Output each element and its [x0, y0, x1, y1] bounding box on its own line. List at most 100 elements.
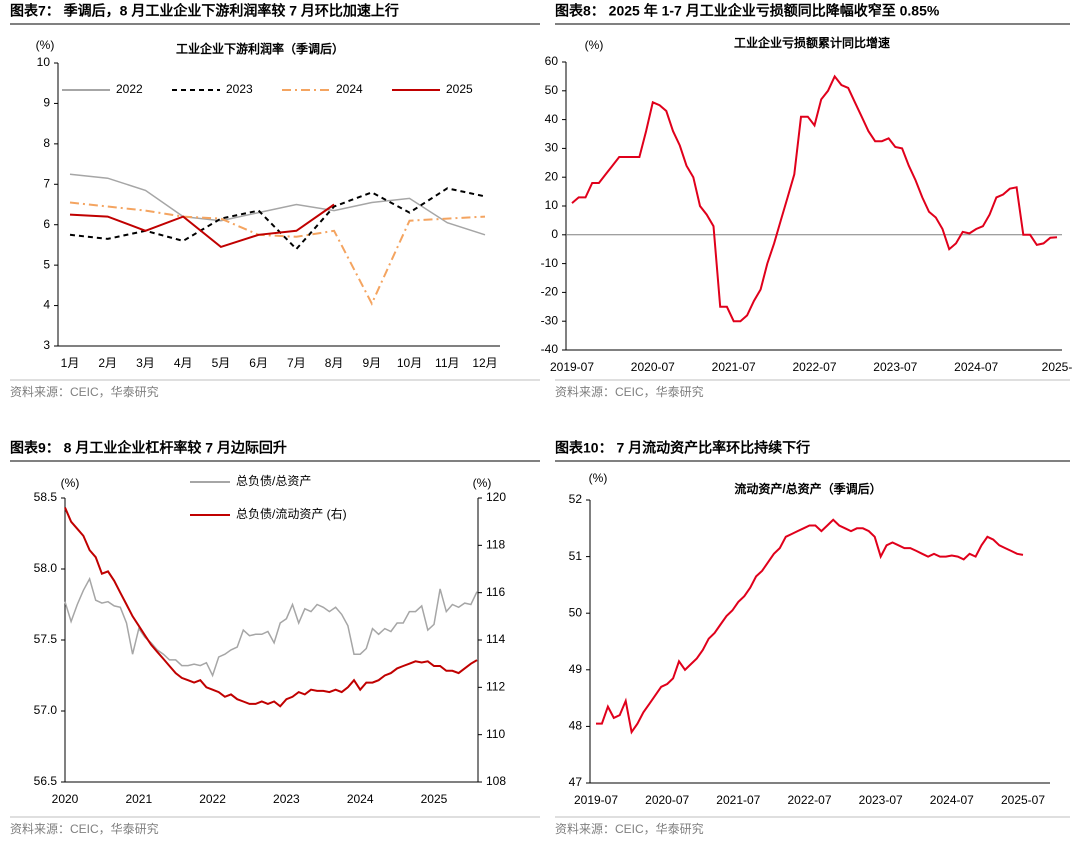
- y-tick-label: 5: [43, 257, 50, 271]
- y-tick-label: 112: [486, 680, 505, 694]
- x-tick-label: 2020-07: [645, 793, 689, 807]
- series-line: [69, 203, 335, 249]
- y-tick-label: 3: [43, 338, 50, 352]
- legend-label: 2022: [116, 82, 143, 96]
- y-tick-label: 58.0: [34, 561, 58, 575]
- x-tick-label: 2021: [125, 792, 152, 806]
- x-tick-label: 2020-07: [631, 360, 675, 374]
- y-tick-label: 20: [545, 169, 559, 183]
- y-tick-label: -40: [541, 342, 559, 356]
- x-tick-label: 2021-07: [716, 793, 760, 807]
- y-tick-label: 51: [569, 549, 583, 563]
- y-tick-label: 56.5: [34, 774, 58, 788]
- x-tick-label: 1月: [61, 356, 80, 370]
- source: 资料来源：CEIC，华泰研究: [10, 821, 159, 836]
- y-tick-label: 120: [486, 490, 506, 504]
- legend-label: 总负债/总资产: [236, 474, 311, 488]
- x-tick-label: 3月: [136, 356, 155, 370]
- y-tick-label: 8: [43, 136, 50, 150]
- figure-title: 图表7： 季调后，8 月工业企业下游利润率较 7 月环比加速上行: [10, 3, 399, 19]
- series-line: [69, 173, 486, 236]
- y-tick-label: -10: [541, 256, 559, 270]
- y-tick-label: 110: [486, 727, 505, 741]
- y-tick-label: 116: [486, 585, 505, 599]
- x-tick-label: 2024-07: [930, 793, 974, 807]
- y-tick-label: 30: [545, 141, 559, 155]
- legend-label: 2024: [336, 82, 363, 96]
- x-tick-label: 2024: [347, 792, 374, 806]
- figure-title: 图表9： 8 月工业企业杠杆率较 7 月边际回升: [10, 440, 287, 456]
- y-tick-label: 49: [569, 662, 583, 676]
- y-tick-label: 48: [569, 719, 583, 733]
- x-tick-label: 2020: [52, 792, 79, 806]
- y-tick-label: 9: [43, 96, 50, 110]
- x-tick-label: 6月: [249, 356, 268, 370]
- series-line: [69, 187, 486, 251]
- y-tick-label: 10: [37, 55, 51, 69]
- y-tick-label: 108: [486, 774, 506, 788]
- x-tick-label: 2021-07: [712, 360, 756, 374]
- x-tick-label: 4月: [174, 356, 193, 370]
- x-tick-label: 2023: [273, 792, 300, 806]
- series-line: [64, 507, 478, 708]
- x-tick-label: 2023-07: [859, 793, 903, 807]
- y-tick-label: 10: [545, 198, 559, 212]
- y-tick-label: 60: [545, 54, 559, 68]
- y-tick-label: 4: [43, 298, 50, 312]
- series-line: [69, 201, 486, 306]
- x-tick-label: 2019-07: [574, 793, 618, 807]
- y-tick-label: 47: [569, 775, 583, 789]
- x-tick-label: 2019-07: [550, 360, 594, 374]
- y-tick-label: 0: [551, 227, 558, 241]
- x-tick-label: 12月: [472, 356, 497, 370]
- x-tick-label: 10月: [397, 356, 422, 370]
- y-unit: (%): [61, 476, 80, 490]
- y-unit: (%): [585, 38, 604, 52]
- series-line: [571, 74, 1058, 323]
- series-line: [64, 576, 478, 678]
- figure-title: 图表8： 2025 年 1-7 月工业企业亏损额同比降幅收窄至 0.85%: [555, 3, 940, 19]
- chart-title: 工业企业下游利润率（季调后）: [176, 41, 344, 56]
- legend-label: 2025: [446, 82, 473, 96]
- source: 资料来源：CEIC，华泰研究: [555, 821, 704, 836]
- chart-title: 流动资产/总资产（季调后）: [734, 481, 881, 496]
- y-tick-label: -20: [541, 285, 559, 299]
- x-tick-label: 9月: [362, 356, 381, 370]
- y-unit: (%): [36, 38, 55, 52]
- x-tick-label: 11月: [435, 356, 459, 370]
- y2-unit: (%): [473, 476, 492, 490]
- x-tick-label: 7月: [287, 356, 306, 370]
- x-tick-label: 2025: [421, 792, 448, 806]
- y-tick-label: 114: [486, 632, 505, 646]
- source: 资料来源：CEIC，华泰研究: [10, 384, 159, 399]
- y-tick-label: 50: [545, 83, 559, 97]
- legend-label: 2023: [226, 82, 253, 96]
- y-tick-label: -30: [541, 313, 559, 327]
- y-tick-label: 57.0: [34, 703, 58, 717]
- x-tick-label: 8月: [325, 356, 344, 370]
- y-tick-label: 118: [486, 538, 505, 552]
- y-unit: (%): [589, 471, 608, 485]
- y-tick-label: 40: [545, 112, 559, 126]
- x-tick-label: 2025-: [1042, 360, 1073, 374]
- y-tick-label: 50: [569, 605, 583, 619]
- x-tick-label: 2024-07: [954, 360, 998, 374]
- x-tick-label: 2022-07: [792, 360, 836, 374]
- x-tick-label: 2月: [98, 356, 117, 370]
- x-tick-label: 2025-07: [1001, 793, 1045, 807]
- y-tick-label: 6: [43, 217, 50, 231]
- legend-label: 总负债/流动资产 (右): [236, 506, 347, 521]
- series-line: [596, 518, 1024, 735]
- y-tick-label: 57.5: [34, 632, 58, 646]
- chart-title: 工业企业亏损额累计同比增速: [734, 35, 890, 50]
- y-tick-label: 52: [569, 492, 583, 506]
- y-tick-label: 58.5: [34, 490, 58, 504]
- x-tick-label: 2022-07: [787, 793, 831, 807]
- x-tick-label: 2023-07: [873, 360, 917, 374]
- y-tick-label: 7: [43, 176, 50, 190]
- x-tick-label: 5月: [212, 356, 231, 370]
- source: 资料来源：CEIC，华泰研究: [555, 384, 704, 399]
- x-tick-label: 2022: [199, 792, 226, 806]
- figure-title: 图表10： 7 月流动资产比率环比持续下行: [555, 440, 810, 456]
